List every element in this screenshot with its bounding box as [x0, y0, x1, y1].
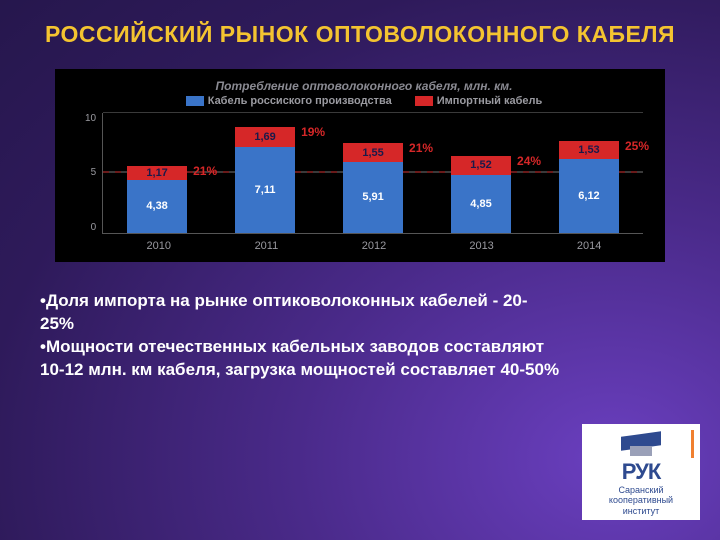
bar-segment-import: 1,17: [127, 166, 187, 180]
ytick-label: 0: [85, 222, 96, 233]
bar-segment-import: 1,55: [343, 143, 403, 162]
bar-segment-domestic: 6,12: [559, 159, 619, 232]
xtick-label: 2011: [213, 234, 321, 252]
bar-segment-domestic: 4,85: [451, 175, 511, 233]
logo-sub-line: институт: [623, 506, 660, 516]
legend-item-domestic: Кабель россиского производства: [186, 95, 392, 107]
plot-wrap: 10 5 0 4,381,1721%7,111,6919%5,911,5521%…: [85, 113, 643, 234]
bar-stack: 5,911,55: [343, 143, 403, 233]
import-share-label: 24%: [517, 154, 541, 168]
logo: РУК Саранский кооперативный институт: [582, 424, 700, 520]
bullet-list: •Доля импорта на рынке оптиковолоконных …: [40, 290, 560, 382]
legend-label-import: Импортный кабель: [437, 95, 543, 107]
bar-segment-import: 1,53: [559, 141, 619, 159]
bar-group: 4,381,1721%: [127, 113, 187, 233]
logo-accent-bar: [691, 430, 694, 458]
legend-swatch-domestic: [186, 96, 204, 106]
xtick-label: 2014: [535, 234, 643, 252]
bar-segment-import: 1,52: [451, 156, 511, 174]
chart-title: Потребление оптоволоконного кабеля, млн.…: [85, 79, 643, 93]
xtick-label: 2012: [320, 234, 428, 252]
bar-stack: 4,381,17: [127, 166, 187, 233]
bar-group: 5,911,5521%: [343, 113, 403, 233]
x-axis: 20102011201220132014: [105, 234, 643, 252]
legend-swatch-import: [415, 96, 433, 106]
import-share-label: 21%: [409, 141, 433, 155]
chart-panel: Потребление оптоволоконного кабеля, млн.…: [55, 69, 665, 262]
logo-main-text: РУК: [622, 461, 661, 483]
xtick-label: 2010: [105, 234, 213, 252]
legend-label-domestic: Кабель россиского производства: [208, 95, 392, 107]
logo-sub-line: кооперативный: [609, 495, 673, 505]
bar-segment-domestic: 5,91: [343, 162, 403, 233]
bullet-item: Доля импорта на рынке оптиковолоконных к…: [40, 291, 528, 333]
bar-segment-domestic: 4,38: [127, 180, 187, 233]
logo-sub-text: Саранский кооперативный институт: [609, 485, 673, 516]
bar-stack: 7,111,69: [235, 127, 295, 233]
bar-segment-import: 1,69: [235, 127, 295, 147]
bar-group: 7,111,6919%: [235, 113, 295, 233]
slide: РОССИЙСКИЙ РЫНОК ОПТОВОЛОКОННОГО КАБЕЛЯ …: [0, 0, 720, 540]
ytick-label: 5: [85, 167, 96, 178]
bar-stack: 6,121,53: [559, 141, 619, 233]
ytick-label: 10: [85, 113, 96, 124]
import-share-label: 19%: [301, 125, 325, 139]
bars-container: 4,381,1721%7,111,6919%5,911,5521%4,851,5…: [103, 113, 643, 233]
y-axis: 10 5 0: [85, 113, 102, 233]
legend-item-import: Импортный кабель: [415, 95, 543, 107]
bullet-item: Мощности отечественных кабельных заводов…: [40, 337, 559, 379]
bar-group: 6,121,5325%: [559, 113, 619, 233]
xtick-label: 2013: [428, 234, 536, 252]
import-share-label: 21%: [193, 164, 217, 178]
bar-segment-domestic: 7,11: [235, 147, 295, 232]
logo-sub-line: Саранский: [618, 485, 663, 495]
plot-area: 4,381,1721%7,111,6919%5,911,5521%4,851,5…: [102, 113, 643, 234]
chart-legend: Кабель россиского производства Импортный…: [85, 95, 643, 107]
bar-stack: 4,851,52: [451, 156, 511, 232]
import-share-label: 25%: [625, 139, 649, 153]
bar-group: 4,851,5224%: [451, 113, 511, 233]
slide-title: РОССИЙСКИЙ РЫНОК ОПТОВОЛОКОННОГО КАБЕЛЯ: [0, 0, 720, 59]
graduation-cap-icon: [616, 428, 666, 459]
